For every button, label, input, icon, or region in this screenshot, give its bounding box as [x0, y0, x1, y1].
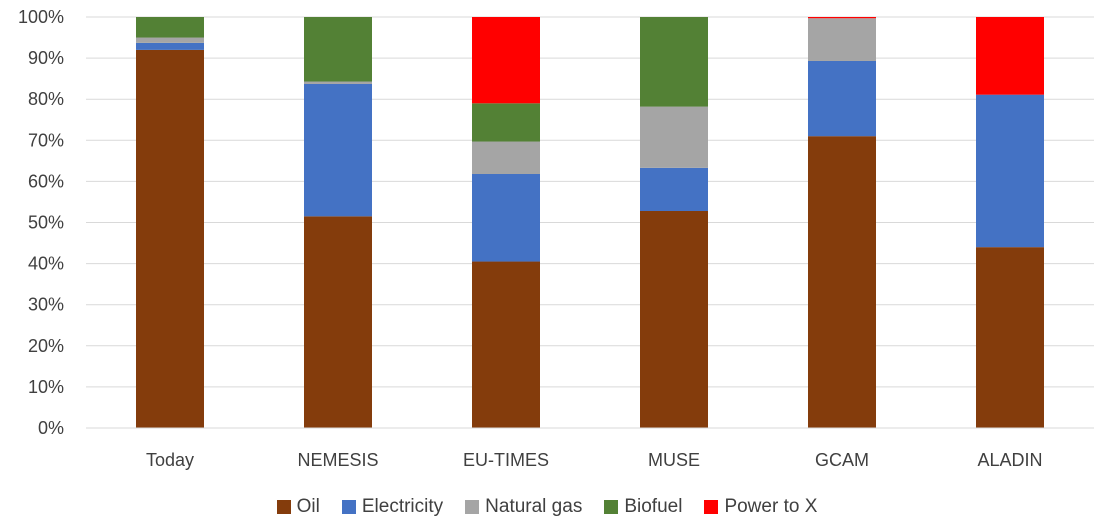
legend-swatch	[465, 500, 480, 514]
legend-swatch	[604, 500, 619, 514]
x-tick-label: Today	[146, 450, 194, 470]
y-tick-label: 10%	[28, 377, 64, 397]
stacked-bar-chart: 0% 10% 20% 30% 40% 50% 60% 70% 80% 90% 100% Today NE…	[18, 7, 1094, 470]
y-tick-label: 0%	[38, 418, 64, 438]
y-tick-label: 30%	[28, 295, 64, 315]
y-tick-label: 70%	[28, 130, 64, 150]
bar-segment-power-to-x	[976, 17, 1044, 95]
bar-segment-natural-gas	[304, 81, 372, 84]
legend-swatch	[276, 500, 291, 514]
bar-segment-biofuel	[304, 17, 372, 82]
y-tick-label: 100%	[18, 7, 64, 27]
bar-segment-electricity	[976, 94, 1044, 248]
legend-label: Power to X	[724, 496, 818, 517]
bar-segment-biofuel	[640, 17, 708, 107]
y-tick-label: 40%	[28, 254, 64, 274]
x-tick-label: GCAM	[815, 450, 869, 470]
y-tick-label: 90%	[28, 48, 64, 68]
legend-item: Oil	[276, 496, 320, 518]
chart-legend: Oil Electricity Natural gas Biofuel Power to…	[0, 494, 1094, 520]
y-tick-label: 80%	[28, 89, 64, 109]
bar-segment-power-to-x	[808, 17, 876, 19]
bar-segment-oil	[976, 247, 1044, 428]
legend-label: Electricity	[361, 496, 444, 517]
bar-segment-natural-gas	[640, 106, 708, 168]
bar-segment-biofuel	[472, 103, 540, 142]
bar-segment-power-to-x	[472, 17, 540, 104]
x-tick-label: ALADIN	[977, 450, 1042, 470]
bar-segment-natural-gas	[808, 18, 876, 61]
bar-segment-natural-gas	[136, 37, 204, 43]
legend-label: Oil	[296, 496, 320, 517]
legend-item: Electricity	[341, 496, 444, 518]
bar-segment-electricity	[472, 174, 540, 262]
bar-segment-oil	[304, 216, 372, 428]
legend-item: Natural gas	[465, 496, 582, 518]
bar-segment-natural-gas	[472, 141, 540, 175]
bar-segment-oil	[640, 210, 708, 428]
bar-segment-oil	[136, 49, 204, 428]
x-tick-label: EU-TIMES	[463, 450, 549, 470]
y-tick-label: 50%	[28, 213, 64, 233]
y-tick-label: 20%	[28, 336, 64, 356]
x-tick-label: MUSE	[648, 450, 700, 470]
legend-swatch	[341, 500, 356, 514]
bar-segment-electricity	[808, 60, 876, 137]
bar-segment-electricity	[136, 42, 204, 50]
bar-segment-biofuel	[136, 17, 204, 38]
y-tick-label: 60%	[28, 171, 64, 191]
bar-segment-electricity	[640, 167, 708, 211]
bar-segment-electricity	[304, 83, 372, 217]
bar-segment-oil	[808, 136, 876, 428]
legend-swatch	[704, 500, 719, 514]
legend-label: Biofuel	[624, 496, 683, 517]
legend-item: Biofuel	[604, 496, 682, 518]
bar-segment-oil	[472, 261, 540, 428]
x-tick-label: NEMESIS	[297, 450, 378, 470]
legend-item: Power to X	[704, 496, 817, 518]
legend-label: Natural gas	[485, 496, 583, 517]
